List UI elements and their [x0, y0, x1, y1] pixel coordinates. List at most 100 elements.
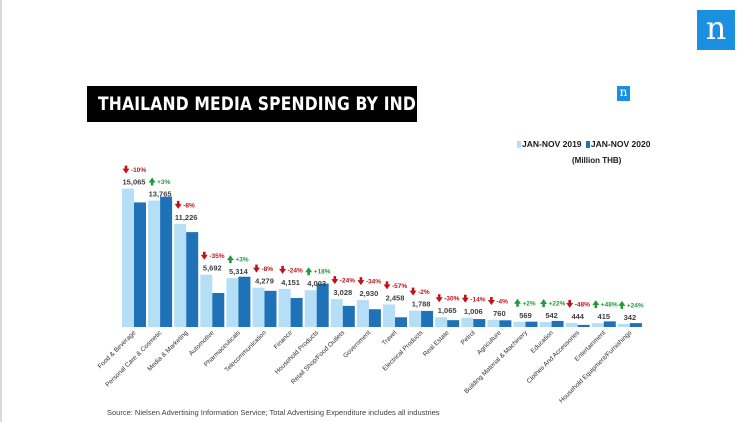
change-label: -8% — [183, 202, 195, 209]
bar-2020 — [525, 321, 538, 327]
up-arrow-icon — [514, 298, 521, 307]
up-arrow-icon — [148, 177, 156, 186]
bar-2020 — [629, 323, 642, 327]
up-arrow-icon — [618, 300, 626, 309]
category-label: Education — [530, 329, 556, 355]
down-arrow-icon — [566, 299, 574, 308]
data-label-2019: 2,458 — [386, 293, 405, 302]
data-label-2019: 542 — [545, 311, 558, 320]
down-arrow-icon — [383, 281, 391, 290]
down-arrow-icon — [174, 200, 182, 209]
change-label: +22% — [549, 301, 566, 308]
legend-label-2019: JAN-NOV 2019 — [522, 139, 582, 149]
bar-2019 — [487, 320, 500, 327]
legend-swatch-2020 — [585, 141, 590, 148]
category-label: Automotive — [188, 329, 216, 357]
bar-2019 — [356, 300, 369, 327]
up-arrow-icon — [305, 267, 313, 276]
legend-label-2020: JAN-NOV 2020 — [590, 139, 651, 149]
category-label: Real Estate — [422, 329, 451, 358]
data-label-2019: 5,314 — [229, 267, 249, 276]
change-label: -24% — [288, 267, 303, 274]
source-note: Source: Nielsen Advertising Information … — [107, 408, 440, 417]
bar-2020 — [473, 319, 486, 327]
category-label: Retail Shop/Food Outlets — [290, 329, 347, 386]
category-label: Household Products — [274, 329, 321, 376]
data-label-2019: 11,226 — [175, 213, 198, 222]
bar-2019 — [252, 287, 265, 327]
down-arrow-icon — [487, 297, 495, 306]
title-banner — [87, 86, 417, 122]
bar-2019 — [565, 322, 578, 327]
category-label: Clothes And Accessories — [526, 329, 582, 385]
bar-2019 — [278, 288, 291, 327]
bar-2020 — [499, 320, 512, 327]
down-arrow-icon — [461, 294, 469, 303]
change-label: +18% — [314, 269, 331, 276]
change-label: -24% — [340, 278, 355, 285]
down-arrow-icon — [279, 265, 287, 274]
bar-2019 — [174, 223, 187, 327]
change-label: -8% — [262, 266, 274, 273]
up-arrow-icon — [540, 299, 548, 308]
brand-logo: n — [697, 10, 735, 50]
data-label-2019: 13,765 — [149, 190, 172, 199]
change-label: +3% — [157, 179, 170, 186]
change-label: -4% — [496, 299, 508, 306]
down-arrow-icon — [200, 251, 208, 260]
bar-2020 — [368, 309, 381, 327]
bar-2019 — [617, 323, 630, 327]
chart-legend: JAN-NOV 2019 JAN-NOV 2020 — [517, 139, 650, 149]
bar-2019 — [539, 322, 552, 327]
down-arrow-icon — [357, 277, 365, 286]
change-label: +48% — [601, 302, 618, 309]
data-label-2019: 342 — [624, 313, 637, 322]
data-label-2019: 415 — [598, 312, 611, 321]
bar-2019 — [200, 274, 213, 327]
data-label-2019: 15,065 — [123, 178, 146, 187]
bar-2020 — [421, 310, 434, 327]
data-label-2019: 1,788 — [412, 300, 431, 309]
bar-2020 — [395, 317, 407, 327]
data-label-2019: 4,279 — [255, 277, 274, 286]
bar-2020 — [160, 196, 173, 327]
slide-edge — [0, 0, 2, 422]
bar-2019 — [330, 299, 343, 327]
category-label: Travel — [381, 329, 399, 347]
category-label: Government — [342, 329, 372, 359]
legend-unit: (Million THB) — [572, 156, 622, 165]
bar-2020 — [264, 290, 277, 327]
data-label-2019: 1,006 — [464, 307, 483, 316]
data-label-2019: 4,003 — [307, 279, 326, 288]
bar-2020 — [316, 283, 329, 327]
change-label: -48% — [575, 301, 590, 308]
change-label: +2% — [523, 300, 536, 307]
change-label: -10% — [131, 167, 146, 174]
bar-2020 — [290, 298, 303, 327]
bar-2019 — [513, 321, 526, 327]
bar-2020 — [342, 305, 355, 327]
data-label-2019: 569 — [519, 311, 532, 320]
bar-2020 — [603, 321, 616, 327]
bar-2019 — [226, 278, 239, 327]
bar-2019 — [591, 323, 604, 327]
down-arrow-icon — [253, 264, 260, 273]
data-label-2019: 4,151 — [281, 278, 300, 287]
data-label-2019: 2,930 — [360, 289, 379, 298]
chart-title: THAILAND MEDIA SPENDING BY INDUSTRY — [98, 93, 474, 115]
change-label: -34% — [366, 279, 381, 286]
bar-2019 — [461, 317, 474, 327]
change-label: +3% — [235, 257, 248, 264]
change-label: -57% — [392, 283, 407, 290]
bar-2020 — [551, 320, 564, 327]
down-arrow-icon — [122, 165, 130, 174]
bar-2020 — [212, 293, 225, 327]
category-label: Agriculture — [476, 329, 503, 356]
category-label: Petrol — [460, 329, 477, 346]
bar-2020 — [577, 324, 590, 327]
legend-swatch-2019 — [517, 141, 521, 148]
up-arrow-icon — [226, 255, 234, 264]
data-label-2019: 444 — [571, 312, 584, 321]
data-label-2019: 1,065 — [438, 306, 457, 315]
